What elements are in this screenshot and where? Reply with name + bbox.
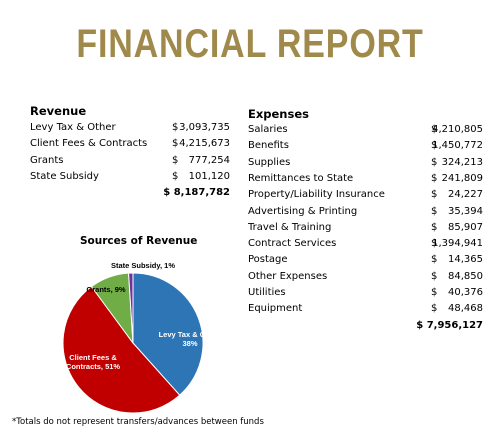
row-amount: 24,227: [448, 189, 483, 201]
section-total: $ 7,956,127: [416, 319, 483, 331]
pie-slice: [132, 272, 204, 396]
pie-slice: [62, 285, 181, 414]
row-currency: $: [431, 124, 438, 135]
row-amount: 4,210,805: [432, 124, 483, 135]
row-label: Equipment: [248, 303, 303, 315]
section-heading: Expenses: [248, 107, 309, 121]
row-label: Utilities: [248, 287, 286, 298]
row-label: Postage: [248, 254, 288, 266]
chart-title: Sources of Revenue: [80, 235, 198, 247]
row-label: Travel & Training: [248, 221, 332, 233]
row-currency: $: [431, 238, 438, 250]
row-currency: $: [172, 138, 179, 150]
row-amount: 85,907: [448, 221, 483, 233]
row-currency: $: [431, 270, 438, 282]
row-currency: $: [431, 156, 438, 168]
row-currency: $: [172, 170, 179, 182]
row-label: State Subsidy: [30, 170, 99, 182]
row-label: Advertising & Printing: [248, 205, 358, 217]
row-amount: 101,120: [188, 170, 230, 182]
row-label: Grants: [30, 154, 64, 166]
slice-label: Grants, 9%: [86, 285, 126, 294]
row-currency: $: [172, 154, 179, 166]
row-label: Benefits: [248, 140, 289, 152]
row-currency: $: [431, 140, 438, 152]
row-amount: 324,213: [441, 156, 483, 168]
footnote: *Totals do not represent transfers/advan…: [12, 417, 264, 427]
row-amount: 35,394: [448, 205, 483, 217]
row-currency: $: [431, 303, 438, 315]
row-amount: 40,376: [448, 287, 483, 298]
row-currency: $: [431, 221, 438, 233]
row-amount: 777,254: [188, 154, 230, 166]
row-label: Salaries: [248, 124, 288, 135]
row-label: Contract Services: [248, 238, 337, 250]
row-amount: 3,093,735: [179, 122, 230, 133]
row-label: Levy Tax & Other: [30, 122, 116, 133]
row-label: Client Fees & Contracts: [30, 138, 148, 150]
report-title: FINANCIAL REPORT: [76, 22, 424, 66]
row-amount: 84,850: [448, 270, 483, 282]
row-currency: $: [431, 189, 438, 201]
pie-slice: [128, 272, 134, 344]
row-amount: 4,215,673: [179, 138, 230, 150]
row-label: Other Expenses: [248, 270, 328, 282]
row-amount: 48,468: [448, 303, 483, 315]
row-label: Supplies: [248, 156, 291, 168]
row-currency: $: [431, 172, 438, 184]
row-currency: $: [431, 287, 438, 298]
slice-label: Levy Tax & Other, 38%: [158, 330, 222, 348]
row-amount: 241,809: [441, 172, 483, 184]
row-amount: 1,450,772: [432, 140, 483, 152]
row-amount: 1,394,941: [432, 238, 483, 250]
slice-label: State Subsidy, 1%: [110, 261, 176, 270]
section-total: $ 8,187,782: [163, 187, 230, 199]
row-currency: $: [431, 254, 438, 266]
row-label: Remittances to State: [248, 172, 354, 184]
row-currency: $: [431, 205, 438, 217]
row-currency: $: [172, 122, 179, 133]
slice-label: Client Fees & Contracts, 51%: [65, 353, 121, 371]
row-amount: 14,365: [448, 254, 483, 266]
section-heading: Revenue: [30, 104, 87, 118]
row-label: Property/Liability Insurance: [248, 189, 385, 201]
